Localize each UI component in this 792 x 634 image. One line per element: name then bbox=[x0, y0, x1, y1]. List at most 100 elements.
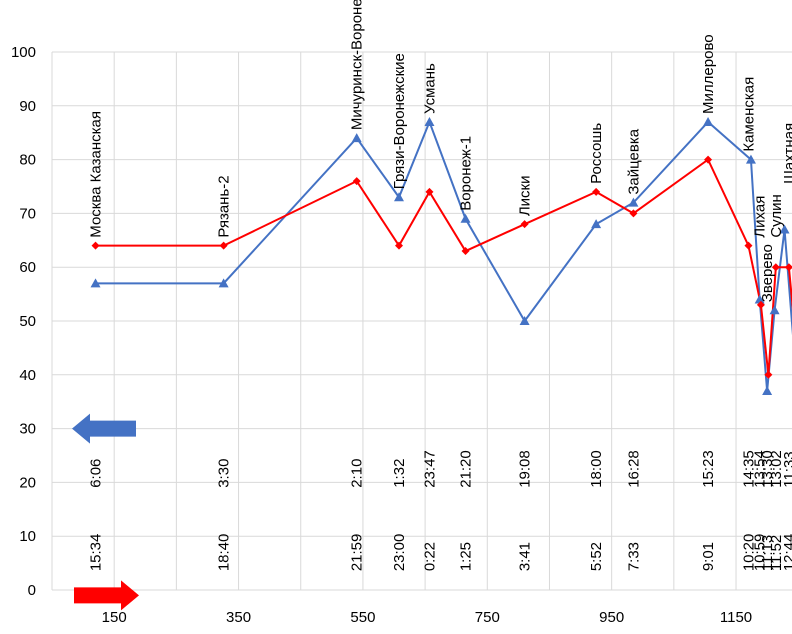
direction-arrows bbox=[72, 413, 139, 611]
red-time-label: 11:52 bbox=[768, 535, 785, 571]
y-tick-label: 0 bbox=[28, 582, 36, 599]
blue-triangle-point bbox=[754, 294, 765, 304]
blue-triangle-point bbox=[90, 278, 101, 288]
x-tick-label: 150 bbox=[102, 609, 127, 626]
red-diamond-point bbox=[764, 370, 773, 379]
red-diamond-point bbox=[425, 187, 434, 196]
blue-time-label: 16:28 bbox=[625, 450, 642, 488]
station-label: Шахтная bbox=[781, 123, 792, 184]
y-axis-ticks: 0 10 20 30 40 50 60 70 80 90 100 bbox=[11, 44, 36, 599]
y-tick-label: 10 bbox=[19, 528, 36, 545]
red-diamond-point bbox=[629, 209, 638, 218]
x-tick-label: 550 bbox=[350, 609, 375, 626]
blue-triangle-point bbox=[591, 219, 602, 229]
blue-time-label: 2:10 bbox=[349, 459, 366, 488]
station-label: Миллерово bbox=[700, 34, 717, 114]
time-labels: 6:06 15:34 3:30 18:40 2:10 21:59 1:32 23:00 23:4… bbox=[88, 450, 792, 571]
station-label: Лихая bbox=[752, 196, 769, 238]
red-time-label: 15:34 bbox=[88, 534, 105, 572]
blue-triangle-point bbox=[703, 116, 714, 126]
y-tick-label: 20 bbox=[19, 474, 36, 491]
blue-triangle-point bbox=[519, 316, 530, 325]
red-diamond-point bbox=[784, 263, 792, 272]
blue-time-label: 14:35 bbox=[740, 450, 757, 488]
blue-time-label: 13:02 bbox=[768, 450, 785, 488]
blue-triangle-point bbox=[769, 305, 780, 315]
station-labels: Москва Казанская Рязань-2 Мичуринск-Вороне… bbox=[88, 0, 792, 302]
blue-time-label: 13:30 bbox=[759, 450, 776, 488]
red-diamond-point bbox=[744, 241, 753, 250]
x-tick-label: 1150 bbox=[720, 609, 752, 626]
red-right-arrow bbox=[74, 580, 139, 611]
red-time-label: 21:59 bbox=[349, 534, 366, 572]
series-layer bbox=[95, 119, 792, 392]
station-label: Рязань-2 bbox=[216, 175, 233, 237]
blue-time-label: 18:00 bbox=[588, 450, 605, 488]
blue-time-label: 19:08 bbox=[517, 450, 534, 488]
x-tick-label: 750 bbox=[475, 609, 500, 626]
blue-triangle-point bbox=[218, 278, 229, 288]
station-label: Усмань bbox=[421, 63, 438, 114]
red-time-label: 9:01 bbox=[700, 542, 717, 571]
red-diamond-point bbox=[592, 187, 601, 196]
station-label: Каменская bbox=[740, 77, 757, 152]
blue-triangle-point bbox=[628, 197, 639, 207]
blue-triangle-point bbox=[779, 224, 790, 234]
blue-time-label: 6:06 bbox=[88, 459, 105, 488]
red-diamond-point bbox=[704, 155, 713, 164]
blue-time-label: 21:20 bbox=[458, 450, 475, 488]
station-label: Москва Казанская bbox=[88, 111, 105, 238]
blue-left-arrow bbox=[72, 413, 136, 444]
blue-series-line bbox=[95, 119, 792, 392]
y-tick-label: 50 bbox=[19, 313, 36, 330]
red-time-label: 5:52 bbox=[588, 542, 605, 571]
y-tick-label: 60 bbox=[19, 259, 36, 276]
blue-triangle-point bbox=[393, 192, 404, 202]
blue-triangle-point bbox=[762, 385, 773, 395]
blue-triangle-point bbox=[460, 213, 471, 223]
blue-triangle-point bbox=[745, 154, 756, 164]
station-label: Россошь bbox=[588, 123, 605, 184]
red-time-label: 0:22 bbox=[421, 542, 438, 571]
station-label: Зверево bbox=[759, 244, 776, 302]
gridlines bbox=[52, 51, 792, 591]
red-time-label: 18:40 bbox=[216, 534, 233, 572]
red-diamond-point bbox=[461, 247, 470, 256]
blue-time-label: 3:30 bbox=[216, 459, 233, 488]
blue-time-label: 11:33 bbox=[781, 451, 792, 487]
x-tick-label: 950 bbox=[599, 609, 624, 626]
red-time-label: 23:00 bbox=[391, 534, 408, 572]
station-label: Грязи-Воронежские bbox=[391, 53, 408, 189]
blue-time-label: 1:32 bbox=[391, 459, 408, 488]
station-label: Мичуринск-Воронежский bbox=[349, 0, 366, 130]
red-diamond-point bbox=[771, 263, 780, 272]
y-tick-label: 100 bbox=[11, 44, 36, 61]
y-tick-label: 80 bbox=[19, 152, 36, 169]
y-tick-label: 90 bbox=[19, 98, 36, 115]
x-gridlines bbox=[51, 52, 737, 590]
blue-time-label: 13:54 bbox=[752, 450, 769, 488]
red-time-label: 12:44 bbox=[781, 534, 792, 572]
red-time-label: 3:41 bbox=[517, 542, 534, 571]
red-time-label: 7:33 bbox=[625, 542, 642, 571]
red-diamond-point bbox=[520, 220, 529, 229]
red-diamond-point bbox=[394, 241, 403, 250]
blue-triangle-point bbox=[351, 133, 362, 143]
red-diamond-point bbox=[91, 241, 100, 250]
station-label: Сулин bbox=[768, 194, 785, 237]
red-diamond-point bbox=[352, 177, 361, 186]
red-time-label: 10:59 bbox=[752, 534, 769, 572]
red-time-label: 11:13 bbox=[759, 535, 776, 571]
markers-layer bbox=[90, 116, 792, 395]
station-label: Зайцевка bbox=[625, 128, 642, 194]
blue-time-label: 15:23 bbox=[700, 450, 717, 488]
y-tick-label: 30 bbox=[19, 421, 36, 438]
red-time-label: 10:20 bbox=[740, 534, 757, 572]
y-tick-label: 70 bbox=[19, 205, 36, 222]
y-tick-label: 40 bbox=[19, 367, 36, 384]
blue-time-label: 23:47 bbox=[421, 450, 438, 488]
red-time-label: 1:25 bbox=[458, 542, 475, 571]
x-tick-label: 350 bbox=[226, 609, 251, 626]
red-diamond-point bbox=[219, 241, 228, 250]
